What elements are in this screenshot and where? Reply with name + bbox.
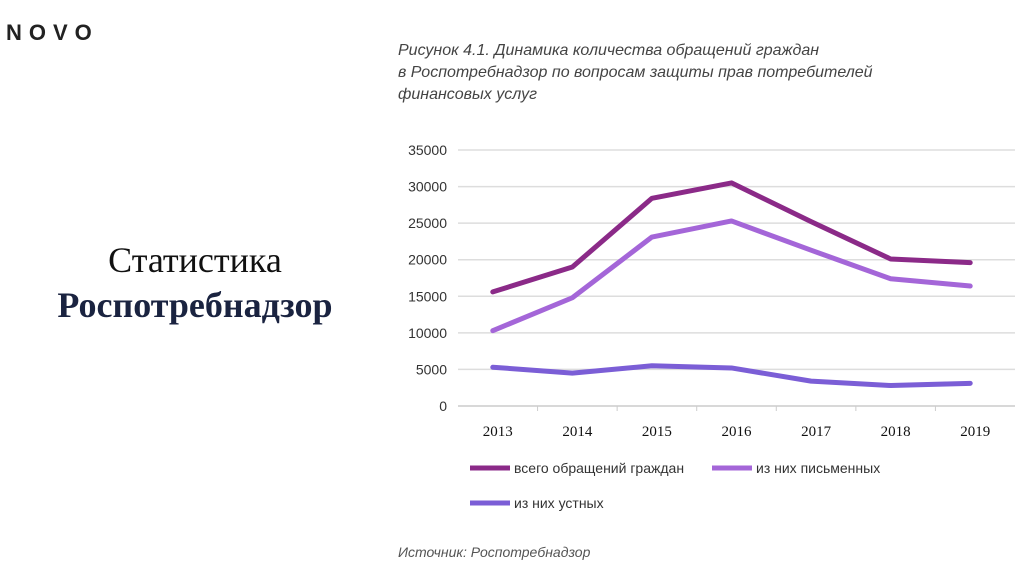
x-tick-label: 2018 [881,424,911,440]
series-line-1 [490,218,973,334]
x-tick-label: 2016 [722,424,753,440]
legend-label: всего обращений граждан [514,460,684,476]
y-tick-label: 30000 [408,179,447,195]
y-tick-label: 10000 [408,325,447,341]
figure-title: Рисунок 4.1. Динамика количества обращен… [398,40,873,106]
x-tick-label: 2015 [642,424,672,440]
slide-title: Статистика Роспотребнадзор [0,238,390,328]
x-tick-label: 2017 [801,424,832,440]
slide-title-line1: Статистика [108,240,282,280]
x-tick-label: 2014 [562,424,593,440]
slide-title-line2: Роспотребнадзор [57,285,333,325]
figure-source: Источник: Роспотребнадзор [398,544,591,560]
legend-label: из них устных [514,495,604,511]
figure-title-line: Рисунок 4.1. Динамика количества обращен… [398,42,820,59]
figure-title-line: финансовых услуг [398,86,537,103]
y-tick-label: 35000 [408,142,447,158]
series-line-0 [490,180,973,295]
y-tick-label: 25000 [408,215,447,231]
y-tick-label: 5000 [416,361,447,377]
x-tick-label: 2013 [483,424,513,440]
novo-logo: NOVO [6,20,99,45]
y-tick-label: 0 [439,398,447,414]
y-tick-label: 15000 [408,288,447,304]
y-tick-label: 20000 [408,252,447,268]
legend-label: из них письменных [756,460,880,476]
figure-title-line: в Роспотребнадзор по вопросам защиты пра… [398,64,873,81]
x-tick-label: 2019 [960,424,990,440]
